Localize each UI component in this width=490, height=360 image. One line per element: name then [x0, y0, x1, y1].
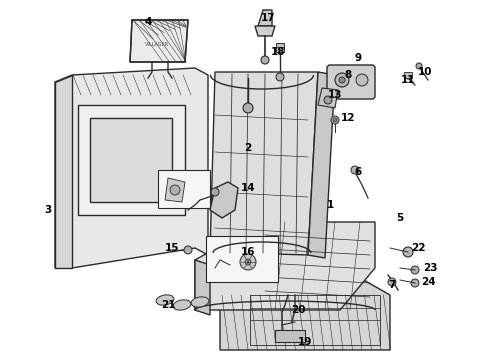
- Text: 10: 10: [418, 67, 432, 77]
- Polygon shape: [258, 10, 272, 26]
- Polygon shape: [255, 26, 275, 36]
- Polygon shape: [130, 20, 188, 62]
- FancyBboxPatch shape: [327, 65, 375, 99]
- Text: 19: 19: [298, 337, 312, 347]
- Polygon shape: [195, 222, 375, 310]
- Text: 23: 23: [423, 263, 437, 273]
- Text: 9: 9: [354, 53, 362, 63]
- Text: 1: 1: [326, 200, 334, 210]
- Text: 15: 15: [165, 243, 179, 253]
- Polygon shape: [210, 72, 318, 255]
- Ellipse shape: [173, 300, 191, 310]
- Polygon shape: [318, 88, 338, 108]
- Text: 4: 4: [145, 17, 152, 27]
- Polygon shape: [195, 260, 210, 315]
- Circle shape: [240, 254, 256, 270]
- Circle shape: [276, 73, 284, 81]
- Circle shape: [333, 118, 337, 122]
- Circle shape: [261, 56, 269, 64]
- Text: 20: 20: [291, 305, 305, 315]
- Text: 6: 6: [354, 167, 362, 177]
- Polygon shape: [90, 118, 172, 202]
- Circle shape: [331, 116, 339, 124]
- Polygon shape: [308, 72, 335, 258]
- Circle shape: [356, 74, 368, 86]
- Circle shape: [243, 103, 253, 113]
- Circle shape: [245, 259, 251, 265]
- Circle shape: [411, 279, 419, 287]
- Text: 3: 3: [45, 205, 51, 215]
- Circle shape: [403, 247, 413, 257]
- Circle shape: [184, 246, 192, 254]
- Circle shape: [411, 266, 419, 274]
- Polygon shape: [55, 68, 208, 268]
- Text: VILLAGER: VILLAGER: [145, 41, 169, 46]
- Text: 24: 24: [421, 277, 435, 287]
- Circle shape: [405, 73, 411, 79]
- Text: 22: 22: [411, 243, 425, 253]
- Polygon shape: [404, 72, 412, 78]
- Text: 14: 14: [241, 183, 255, 193]
- Polygon shape: [210, 182, 238, 218]
- Circle shape: [211, 188, 219, 196]
- Circle shape: [339, 77, 345, 83]
- Polygon shape: [276, 43, 284, 52]
- Text: 5: 5: [396, 213, 404, 223]
- Circle shape: [351, 166, 359, 174]
- Text: 12: 12: [341, 113, 355, 123]
- Text: 8: 8: [344, 70, 352, 80]
- Circle shape: [416, 63, 422, 69]
- Text: 18: 18: [271, 47, 285, 57]
- Polygon shape: [220, 275, 390, 350]
- Text: 16: 16: [241, 247, 255, 257]
- Circle shape: [170, 185, 180, 195]
- Polygon shape: [275, 330, 305, 342]
- Text: 21: 21: [161, 300, 175, 310]
- Text: 7: 7: [388, 280, 396, 290]
- Circle shape: [335, 73, 349, 87]
- FancyBboxPatch shape: [206, 236, 278, 282]
- Polygon shape: [55, 75, 72, 268]
- Ellipse shape: [156, 295, 174, 305]
- Circle shape: [388, 278, 396, 286]
- Ellipse shape: [191, 297, 209, 307]
- Polygon shape: [158, 170, 210, 208]
- Text: 11: 11: [401, 75, 415, 85]
- Text: 2: 2: [245, 143, 252, 153]
- Text: 17: 17: [261, 13, 275, 23]
- Circle shape: [324, 96, 332, 104]
- Polygon shape: [78, 105, 185, 215]
- Polygon shape: [165, 178, 185, 202]
- Text: 13: 13: [328, 90, 342, 100]
